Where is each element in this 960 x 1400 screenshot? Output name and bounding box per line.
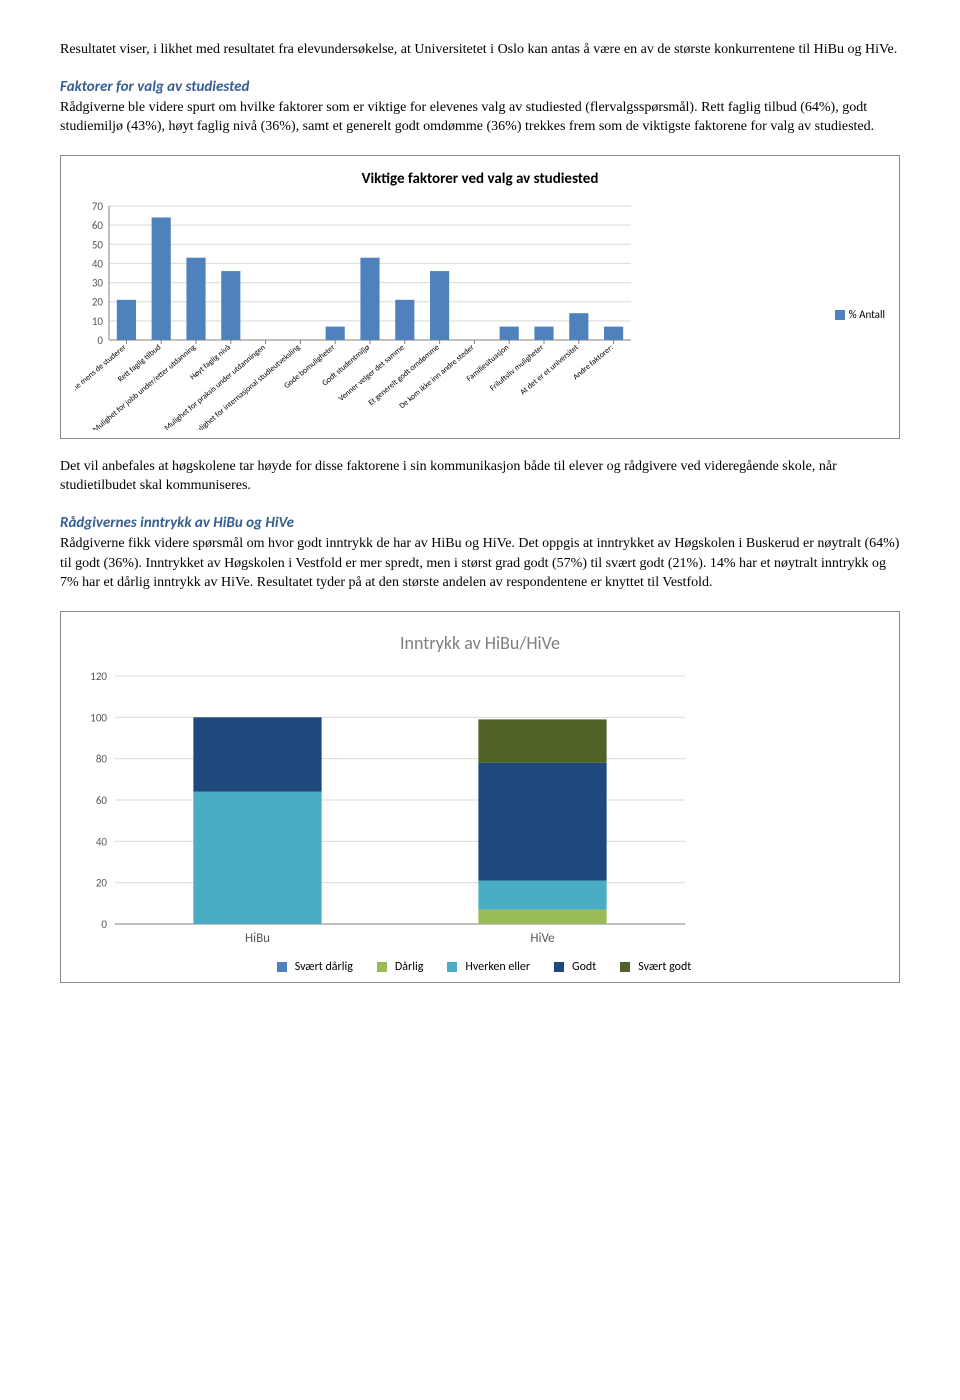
chart1-title: Viktige faktorer ved valg av studiested — [75, 170, 885, 188]
svg-text:20: 20 — [92, 295, 104, 308]
svg-text:70: 70 — [92, 200, 104, 213]
chart1-legend-label: % Antall — [849, 308, 885, 321]
svg-text:40: 40 — [96, 835, 108, 848]
chart2-legend: Svært dårligDårligHverken ellerGodtSvært… — [75, 960, 885, 974]
svg-text:40: 40 — [92, 257, 104, 270]
intro-paragraph: Resultatet viser, i likhet med resultate… — [60, 40, 900, 60]
heading-faktorer: Faktorer for valg av studiested — [60, 78, 900, 96]
chart1-plot: 010203040506070Å bo hjemme mens de stude… — [75, 200, 823, 430]
svg-text:10: 10 — [92, 315, 104, 328]
svg-text:60: 60 — [96, 794, 108, 807]
svg-text:0: 0 — [101, 918, 107, 931]
svg-text:20: 20 — [96, 876, 108, 889]
svg-text:At det er et universitet: At det er et universitet — [518, 342, 581, 397]
chart1-legend: % Antall — [823, 200, 885, 430]
paragraph-inntrykk: Rådgiverne fikk videre spørsmål om hvor … — [60, 534, 900, 593]
svg-text:80: 80 — [96, 752, 108, 765]
chart1-legend-swatch — [835, 310, 845, 320]
svg-text:Venner velger det samme: Venner velger det samme — [337, 342, 407, 403]
svg-text:HiVe: HiVe — [530, 931, 554, 946]
svg-text:30: 30 — [92, 276, 104, 289]
paragraph-anbefales: Det vil anbefales at høgskolene tar høyd… — [60, 457, 900, 496]
chart2-plot: 0 20 40 60 80 100 120 HiBu HiVe — [75, 670, 885, 950]
chart2-frame: Inntrykk av HiBu/HiVe 0 20 40 60 80 100 120 HiB… — [60, 611, 900, 983]
svg-text:HiBu: HiBu — [245, 931, 270, 946]
chart2-title: Inntrykk av HiBu/HiVe — [75, 632, 885, 654]
paragraph-faktorer: Rådgiverne ble videre spurt om hvilke fa… — [60, 98, 900, 137]
svg-text:50: 50 — [92, 238, 104, 251]
chart1-frame: Viktige faktorer ved valg av studiested … — [60, 155, 900, 439]
svg-text:0: 0 — [97, 334, 103, 347]
svg-text:100: 100 — [90, 711, 107, 724]
heading-inntrykk: Rådgivernes inntrykk av HiBu og HiVe — [60, 514, 900, 532]
svg-text:120: 120 — [90, 670, 107, 683]
svg-text:60: 60 — [92, 219, 104, 232]
